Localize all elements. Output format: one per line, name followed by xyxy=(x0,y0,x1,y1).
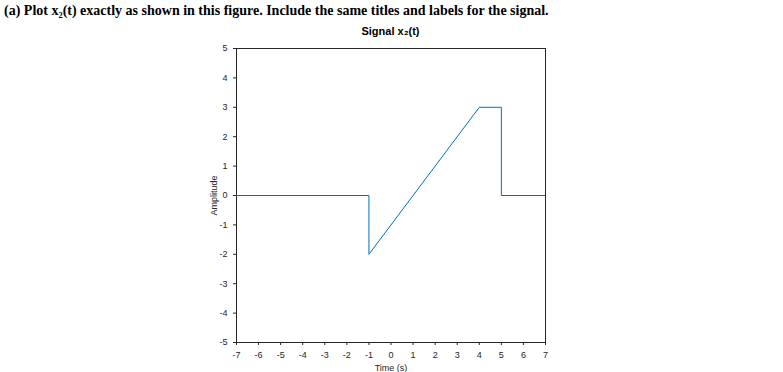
svg-text:7: 7 xyxy=(543,350,548,360)
html-text:Signal x₂(t): Signal x₂(t) xyxy=(361,25,420,37)
html-text:(a) Plot x₂(t) exactly as show: (a) Plot x₂(t) exactly as shown in this … xyxy=(4,3,549,18)
svg-text:0: 0 xyxy=(388,350,393,360)
svg-text:5: 5 xyxy=(222,43,227,53)
svg-text:2: 2 xyxy=(222,132,227,142)
svg-text:4: 4 xyxy=(477,350,482,360)
svg-text:-3: -3 xyxy=(321,350,329,360)
svg-text:-3: -3 xyxy=(219,279,227,289)
svg-text:5: 5 xyxy=(499,350,504,360)
svg-text:-1: -1 xyxy=(365,350,373,360)
svg-text:-4: -4 xyxy=(299,350,307,360)
svg-text:-2: -2 xyxy=(219,249,227,259)
svg-text:-6: -6 xyxy=(255,350,263,360)
svg-text:3: 3 xyxy=(222,102,227,112)
svg-text:1: 1 xyxy=(222,161,227,171)
svg-text:1: 1 xyxy=(411,350,416,360)
svg-text:3: 3 xyxy=(455,350,460,360)
svg-text:-5: -5 xyxy=(219,337,227,347)
svg-text:2: 2 xyxy=(433,350,438,360)
svg-text:-7: -7 xyxy=(232,350,240,360)
svg-text:-5: -5 xyxy=(277,350,285,360)
svg-text:-2: -2 xyxy=(343,350,351,360)
svg-text:0: 0 xyxy=(222,190,227,200)
svg-text:Amplitude: Amplitude xyxy=(209,175,219,215)
svg-text:Time (s): Time (s) xyxy=(375,363,408,372)
svg-text:4: 4 xyxy=(222,73,227,83)
svg-text:-1: -1 xyxy=(219,220,227,230)
svg-text:-4: -4 xyxy=(219,308,227,318)
svg-text:6: 6 xyxy=(521,350,526,360)
